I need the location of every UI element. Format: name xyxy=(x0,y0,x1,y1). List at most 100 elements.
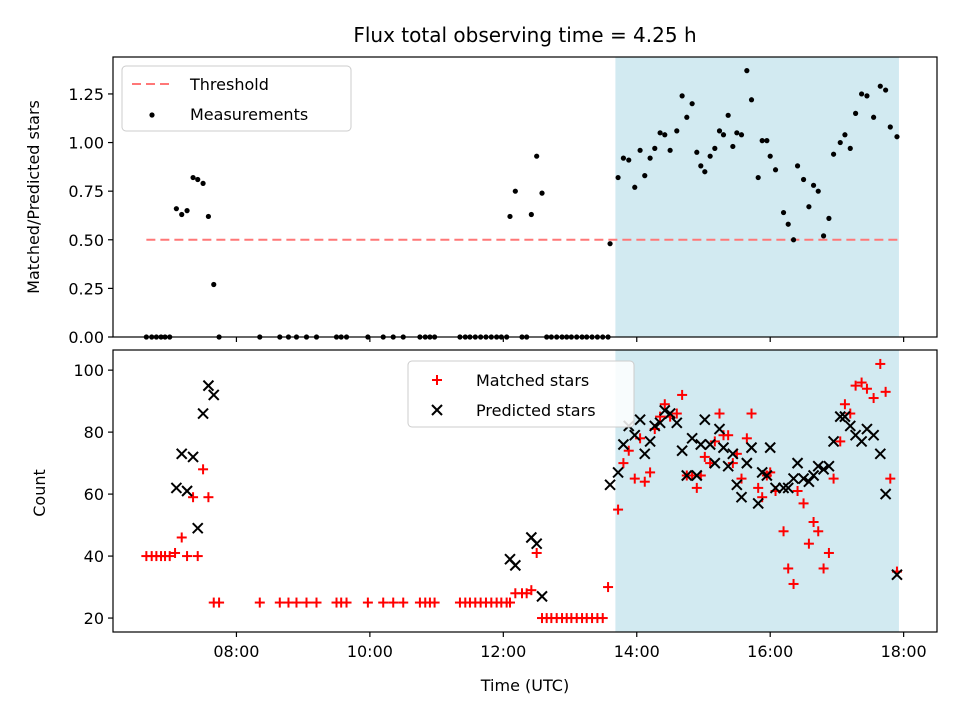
matched-star-point xyxy=(170,547,181,558)
measurement-point xyxy=(694,149,700,155)
matched-star-point xyxy=(753,482,764,493)
measurement-point xyxy=(794,163,801,169)
predicted-star-point xyxy=(855,435,868,448)
x-tick-label: 10:00 xyxy=(347,642,393,661)
measurement-point xyxy=(674,128,680,134)
predicted-star-point xyxy=(787,472,800,485)
predicted-star-point xyxy=(731,479,743,491)
measurement-point xyxy=(820,233,827,239)
measurement-point xyxy=(173,206,179,212)
measurement-point xyxy=(528,211,534,218)
predicted-star-point xyxy=(644,435,656,448)
measurement-point xyxy=(826,215,832,221)
matched-star-point xyxy=(629,473,640,484)
matched-star-point xyxy=(274,597,285,608)
measurement-point xyxy=(184,208,190,214)
matched-star-point xyxy=(828,473,839,484)
legend-predicted-swatch xyxy=(431,404,443,416)
measurement-point xyxy=(179,211,185,218)
top-panel: 0.00 0.25 0.50 0.75 1.00 1.25 Matched/Predict… xyxy=(24,56,938,347)
predicted-star-point xyxy=(741,457,753,469)
y-tick-label: 100 xyxy=(73,361,104,380)
predicted-star-point xyxy=(671,417,683,429)
matched-star-point xyxy=(691,482,702,493)
predicted-star-point xyxy=(192,522,204,534)
bottom-legend: Matched stars Predicted stars xyxy=(407,360,635,428)
matched-star-point xyxy=(741,433,752,444)
x-axis-label: Time (UTC) xyxy=(480,676,569,695)
top-legend: Threshold Measurements xyxy=(121,65,352,132)
measurement-point xyxy=(637,147,643,153)
bottom-y-ticks: 20 40 60 80 100 xyxy=(73,361,113,628)
predicted-star-point xyxy=(634,414,646,426)
predicted-star-point xyxy=(817,463,830,476)
predicted-star-point xyxy=(709,457,721,469)
matched-star-point xyxy=(526,585,537,596)
matched-star-point xyxy=(813,526,824,537)
measurement-point xyxy=(205,213,212,220)
predicted-star-point xyxy=(839,410,851,423)
predicted-star-point xyxy=(617,438,630,451)
matched-star-point xyxy=(850,380,861,391)
measurement-point xyxy=(859,91,865,97)
matched-star-point xyxy=(623,445,634,456)
x-tick-label: 12:00 xyxy=(480,642,526,661)
measurement-point xyxy=(744,68,750,74)
matched-star-point xyxy=(792,486,803,496)
measurement-point xyxy=(815,188,821,194)
legend-threshold-label: Threshold xyxy=(189,75,269,94)
measurement-point xyxy=(738,132,745,138)
matched-star-point xyxy=(823,547,834,558)
predicted-star-point xyxy=(530,537,543,550)
matched-star-point xyxy=(645,467,656,478)
matched-star-point xyxy=(746,408,757,419)
matched-star-point xyxy=(885,473,896,484)
matched-star-point xyxy=(597,613,608,624)
matched-star-point xyxy=(798,498,809,509)
predicted-star-point xyxy=(649,420,661,432)
predicted-star-point xyxy=(713,423,726,435)
top-y-axis-label: Matched/Predicted stars xyxy=(24,100,43,294)
measurement-point xyxy=(810,182,817,188)
measurement-point xyxy=(883,87,889,93)
measurement-point xyxy=(720,132,727,138)
predicted-star-point xyxy=(844,420,856,432)
predicted-star-point xyxy=(686,432,698,445)
matched-star-point xyxy=(868,393,879,404)
matched-star-point xyxy=(613,504,624,515)
matched-star-point xyxy=(736,473,747,484)
measurement-point xyxy=(679,93,685,99)
matched-star-point xyxy=(788,578,799,589)
matched-star-point xyxy=(639,476,650,487)
measurement-point xyxy=(507,213,513,220)
measurement-point xyxy=(767,153,773,159)
measurement-point xyxy=(847,145,853,151)
bottom-y-axis-label: Count xyxy=(30,469,49,517)
measurement-point xyxy=(748,97,755,103)
measurement-point xyxy=(702,169,708,175)
measurement-point xyxy=(887,124,893,130)
bottom-legend-box xyxy=(407,360,635,428)
predicted-star-point xyxy=(536,590,548,603)
matched-star-point xyxy=(398,597,409,608)
predicted-star-point xyxy=(797,472,810,485)
predicted-star-point xyxy=(639,448,651,460)
predicted-star-point xyxy=(612,466,624,479)
bottom-axes-frame xyxy=(112,349,938,633)
predicted-star-point xyxy=(752,497,764,510)
y-tick-label: 0.75 xyxy=(68,182,104,201)
predicted-star-point xyxy=(867,429,880,441)
x-tick-label: 14:00 xyxy=(614,642,660,661)
measurement-point xyxy=(837,139,843,146)
predicted-star-point xyxy=(659,404,671,417)
measurement-point xyxy=(730,143,736,150)
measurement-point xyxy=(684,114,690,120)
matched-star-point xyxy=(429,597,440,608)
predicted-star-point xyxy=(827,435,840,448)
measurement-point xyxy=(800,176,807,183)
measurement-point xyxy=(652,145,658,151)
matched-star-point xyxy=(531,547,542,558)
measurement-point xyxy=(211,281,217,288)
matched-star-point xyxy=(378,597,389,608)
chart-title: Flux total observing time = 4.25 h xyxy=(353,23,696,47)
